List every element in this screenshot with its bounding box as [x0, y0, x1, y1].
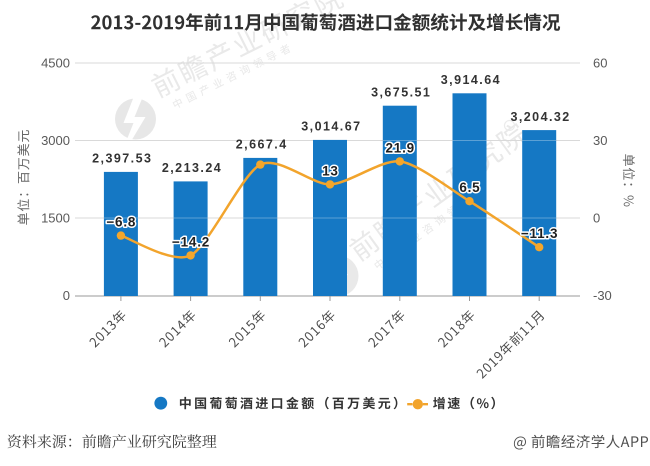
svg-text:−14.2: −14.2: [172, 234, 210, 249]
svg-text:-30: -30: [593, 288, 612, 303]
svg-text:3000: 3000: [41, 133, 70, 148]
svg-text:4500: 4500: [41, 56, 70, 71]
svg-text:2,213.24: 2,213.24: [162, 161, 222, 175]
svg-text:−6.8: −6.8: [106, 215, 136, 230]
svg-text:2,667.4: 2,667.4: [236, 138, 288, 152]
svg-text:−11.3: −11.3: [521, 226, 558, 241]
svg-text:3,014.67: 3,014.67: [301, 120, 361, 134]
svg-text:0: 0: [63, 288, 70, 303]
svg-text:13: 13: [322, 163, 339, 178]
svg-text:30: 30: [593, 133, 607, 148]
svg-text:3,914.64: 3,914.64: [441, 73, 501, 87]
svg-text:6.5: 6.5: [459, 180, 480, 195]
svg-text:3,204.32: 3,204.32: [510, 110, 570, 124]
svg-text:2,397.53: 2,397.53: [92, 152, 152, 166]
svg-text:21.9: 21.9: [385, 140, 414, 155]
svg-text:3,675.51: 3,675.51: [371, 85, 431, 99]
svg-text:1500: 1500: [41, 211, 70, 226]
svg-text:60: 60: [593, 56, 607, 71]
svg-text:0: 0: [593, 211, 600, 226]
